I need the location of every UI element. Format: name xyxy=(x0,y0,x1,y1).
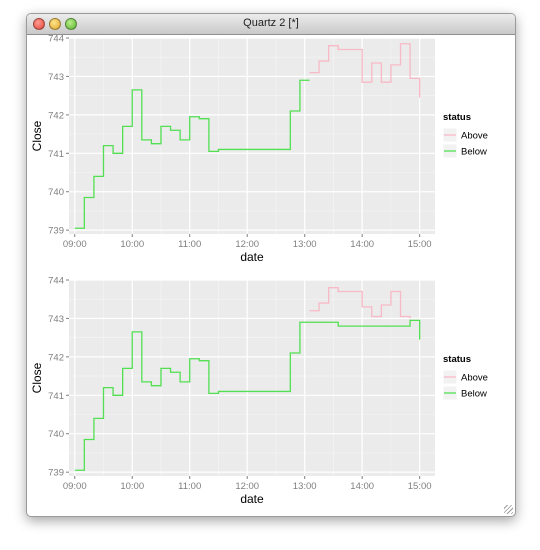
plot-background xyxy=(69,280,435,476)
y-tick-label: 741 xyxy=(48,391,64,402)
y-tick-label: 742 xyxy=(48,110,64,121)
app-window: Quartz 2 [*] 09:00 10:00 11:00 12:00 13:00 14… xyxy=(26,13,516,517)
y-axis-title: Close xyxy=(30,362,44,393)
x-tick-label: 10:00 xyxy=(120,239,144,250)
legend-label-below: Below xyxy=(461,389,487,400)
legend-label-below: Below xyxy=(461,147,487,158)
x-axis-title: date xyxy=(240,250,264,264)
y-tick-label: 742 xyxy=(48,352,64,363)
y-tick-label: 740 xyxy=(48,429,64,440)
x-tick-label: 10:00 xyxy=(120,481,144,492)
y-tick-label: 744 xyxy=(48,276,64,287)
y-axis-title: Close xyxy=(30,120,44,151)
plot-background xyxy=(69,38,435,234)
series-line-below xyxy=(74,79,310,229)
series-line-below xyxy=(74,319,421,471)
x-tick-label: 12:00 xyxy=(235,481,259,492)
x-axis-title: date xyxy=(240,492,264,506)
x-tick-label: 09:00 xyxy=(63,481,87,492)
chart-panel-1: 09:00 10:00 11:00 12:00 13:00 14:00 15:00 739 74… xyxy=(30,35,488,264)
legend-label-above: Above xyxy=(461,373,488,384)
chart-panel-2: 09:00 10:00 11:00 12:00 13:00 14:00 15:00 739 74… xyxy=(30,276,488,507)
x-tick-label: 14:00 xyxy=(350,239,374,250)
legend-label-above: Above xyxy=(461,131,488,142)
minimize-window-icon[interactable] xyxy=(49,18,61,30)
x-tick-label: 09:00 xyxy=(63,239,87,250)
x-tick-label: 13:00 xyxy=(293,239,317,250)
legend-title: status xyxy=(443,112,471,123)
y-tick-label: 739 xyxy=(48,468,64,479)
zoom-window-icon[interactable] xyxy=(65,18,77,30)
resize-grip-icon[interactable] xyxy=(504,505,513,514)
y-tick-label: 740 xyxy=(48,187,64,198)
x-tick-label: 15:00 xyxy=(408,239,432,250)
x-tick-label: 15:00 xyxy=(408,481,432,492)
chart-canvas: 09:00 10:00 11:00 12:00 13:00 14:00 15:00 739 74… xyxy=(30,35,488,507)
y-tick-label: 743 xyxy=(48,72,64,83)
series-line-above xyxy=(309,287,411,319)
x-tick-label: 14:00 xyxy=(350,481,374,492)
close-window-icon[interactable] xyxy=(33,18,45,30)
window-title: Quartz 2 [*] xyxy=(243,17,299,29)
y-tick-label: 744 xyxy=(48,35,64,45)
y-tick-label: 741 xyxy=(48,149,64,160)
legend-title: status xyxy=(443,354,471,365)
title-bar[interactable]: Quartz 2 [*] xyxy=(27,14,515,35)
y-tick-label: 739 xyxy=(48,226,64,237)
series-line-above xyxy=(309,43,421,98)
x-tick-label: 11:00 xyxy=(178,481,201,492)
x-tick-label: 12:00 xyxy=(235,239,259,250)
y-tick-label: 743 xyxy=(48,314,64,325)
x-tick-label: 11:00 xyxy=(178,239,201,250)
x-tick-label: 13:00 xyxy=(293,481,317,492)
